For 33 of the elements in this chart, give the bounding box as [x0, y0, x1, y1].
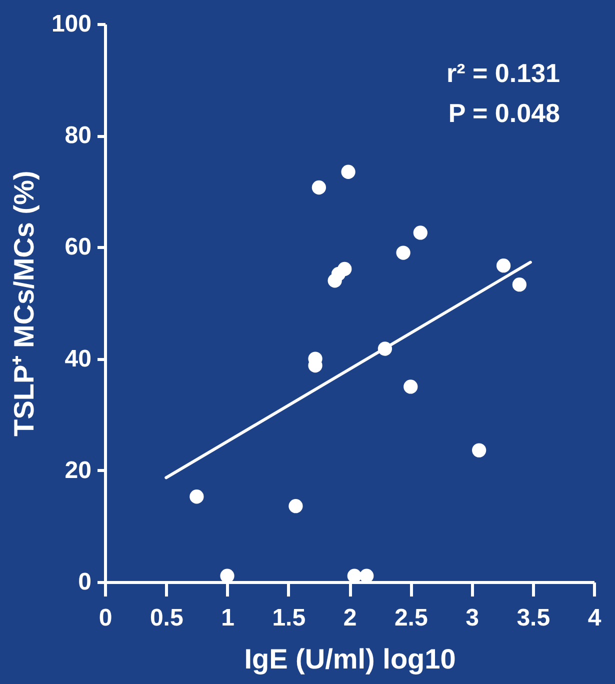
x-tick-label: 0.5 [150, 604, 184, 632]
y-tick-label: 40 [64, 345, 92, 372]
y-axis-title: TSLP⁺ MCs/MCs (%) [8, 170, 40, 436]
x-tick-label: 4 [588, 604, 602, 632]
y-tick-label: 0 [78, 568, 92, 596]
point [312, 180, 326, 195]
point [404, 380, 418, 394]
x-tick-label: 1 [221, 604, 234, 632]
point [496, 258, 511, 273]
point [341, 164, 356, 179]
x-tick-label: 2.5 [394, 604, 428, 632]
point [396, 246, 410, 260]
y-tick-label: 20 [64, 456, 92, 484]
x-tick-label: 3 [466, 604, 479, 632]
point [220, 568, 234, 583]
x-tick-label: 1.5 [272, 604, 306, 632]
y-tick-label: 60 [64, 234, 92, 261]
point [338, 262, 352, 276]
x-tick-label: 2 [343, 604, 357, 632]
y-tick-label: 100 [51, 10, 92, 38]
annotation: P = 0.048 [448, 98, 560, 128]
point [190, 490, 204, 504]
point [360, 568, 374, 583]
x-axis-title: IgE (U/ml) log10 [244, 644, 456, 674]
x-tick-label: 0 [98, 604, 112, 632]
point [512, 278, 526, 292]
y-tick-label: 80 [64, 122, 92, 150]
point [413, 226, 428, 240]
annotation: r² = 0.131 [446, 58, 560, 88]
point [288, 499, 303, 514]
x-tick-label: 3.5 [516, 604, 550, 632]
point [347, 568, 362, 583]
point [472, 443, 486, 458]
